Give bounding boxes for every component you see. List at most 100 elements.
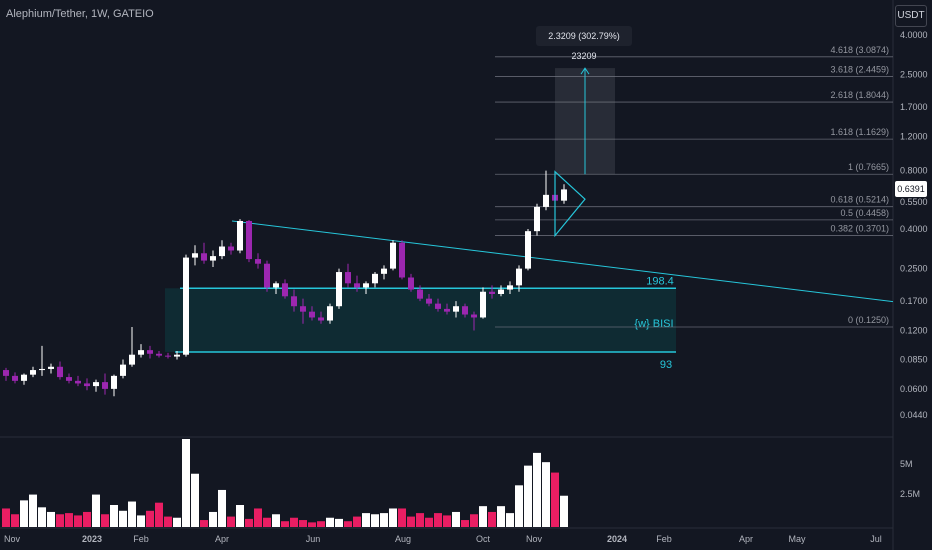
volume-bar [425,517,433,527]
box-bottom-label: 93 [660,359,672,371]
price-axis-tick: 4.0000 [900,30,928,40]
volume-bar [380,513,388,527]
volume-bar [65,513,73,527]
candle-body [381,268,387,274]
volume-bar [353,516,361,527]
fib-level-label: 0.5 (0.4458) [840,208,889,218]
candle-body [39,368,45,371]
price-axis-tick: 0.2500 [900,264,928,274]
candle-body [534,206,540,232]
descending-trendline [231,220,894,303]
time-axis-tick: Jun [306,534,321,544]
volume-bar [434,513,442,527]
volume-bar [542,462,550,527]
candle-body [201,253,207,261]
volume-bar [479,506,487,527]
volume-bar [128,501,136,527]
candle-body [444,308,450,312]
symbol-title: Alephium/Tether, 1W, GATEIO [6,8,154,20]
price-axis-tick: 0.8000 [900,166,928,176]
time-axis-tick: 2024 [607,534,627,544]
volume-bar [236,505,244,527]
candle-body [246,220,252,260]
candle-body [282,283,288,297]
currency-button[interactable]: USDT [895,5,927,27]
volume-bar [92,494,100,527]
fib-level-label: 0 (0.1250) [848,315,889,325]
candle-body [471,314,477,318]
time-axis-tick: Feb [133,534,149,544]
volume-bar [164,516,172,527]
candle-body [390,242,396,269]
volume-bar [308,522,316,527]
volume-bar [227,516,235,527]
volume-bar [47,511,55,527]
price-axis-tick: 1.7000 [900,102,928,112]
candle-body [318,317,324,321]
volume-bar [191,473,199,527]
fib-level-label: 0.618 (0.5214) [830,195,889,205]
volume-bar [326,517,334,527]
candle-body [156,353,162,356]
candle-body [399,242,405,278]
candle-body [309,311,315,318]
candle-body [75,380,81,384]
candle-body [237,220,243,251]
volume-bar [56,514,64,527]
candle-body [21,374,27,381]
volume-bar [497,506,505,527]
volume-bar [218,489,226,527]
price-axis-tick: 1.2000 [900,131,928,141]
volume-bar [389,508,397,527]
candle-body [273,283,279,288]
time-axis-tick: May [788,534,806,544]
candle-body [345,272,351,284]
candle-body [372,273,378,284]
volume-bar [38,507,46,527]
volume-bar [452,511,460,527]
price-axis-tick: 0.1200 [900,325,928,335]
volume-bar [74,515,82,527]
volume-bar [317,521,325,527]
volume-bar [155,502,163,527]
fib-level-label: 2.618 (1.8044) [830,90,889,100]
volume-bar [407,516,415,527]
volume-bar [119,510,127,527]
candle-body [57,366,63,378]
price-axis-tick: 0.0850 [900,355,928,365]
time-axis-tick: Aug [395,534,411,544]
volume-bar [362,513,370,527]
volume-bar [101,514,109,527]
candle-body [426,298,432,304]
volume-bar [209,511,217,527]
candle-body [300,306,306,312]
candle-body [120,364,126,376]
time-axis-tick: Nov [526,534,543,544]
candle-body [507,285,513,290]
candle-body [516,268,522,286]
volume-bar [335,518,343,527]
candle-body [363,283,369,288]
candle-body [66,377,72,381]
volume-bar [2,508,10,527]
volume-bar [200,520,208,527]
volume-bar [146,510,154,527]
volume-bar [83,511,91,527]
volume-bar [371,514,379,527]
candle-body [129,354,135,365]
candle-body [453,306,459,312]
volume-bar [470,514,478,527]
time-axis-tick: 2023 [82,534,102,544]
triangle-pattern [554,170,586,238]
volume-bar [344,521,352,527]
volume-bar [551,472,559,527]
candle-body [498,289,504,294]
candle-body [30,370,36,375]
time-axis-tick: Nov [4,534,21,544]
volume-bar [533,452,541,527]
candle-body [435,303,441,309]
candle-body [192,253,198,258]
candle-body [336,272,342,307]
volume-bar [443,515,451,527]
